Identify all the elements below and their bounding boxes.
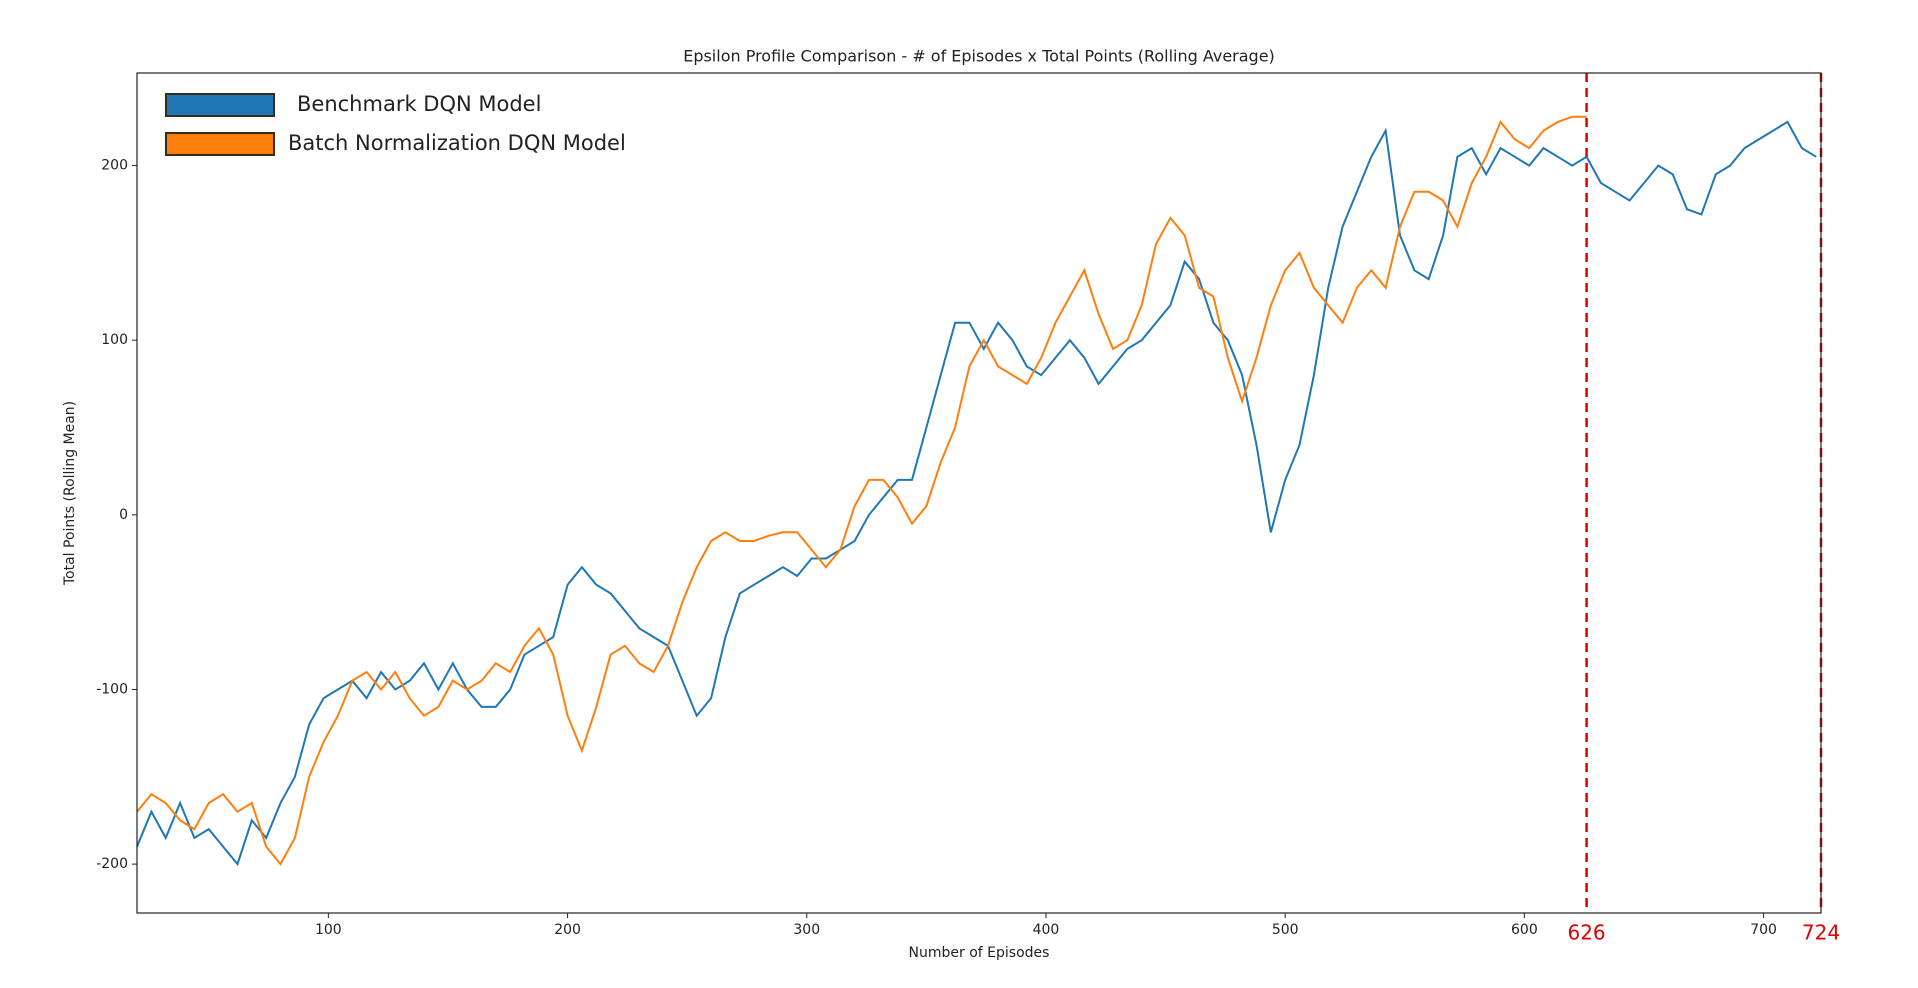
x-tick-label: 600 — [1511, 922, 1538, 938]
legend-swatch — [165, 132, 275, 156]
y-axis-label: Total Points (Rolling Mean) — [62, 401, 78, 586]
legend-swatch — [165, 93, 275, 117]
x-axis-label: Number of Episodes — [909, 945, 1050, 961]
y-tick-label: -100 — [96, 681, 128, 697]
x-tick-label: 300 — [793, 922, 820, 938]
x-tick-label: 700 — [1750, 922, 1777, 938]
x-tick-label: 400 — [1033, 922, 1060, 938]
chart-title: Epsilon Profile Comparison - # of Episod… — [683, 47, 1275, 66]
y-tick-label: 0 — [119, 507, 128, 523]
x-tick-label: 200 — [554, 922, 581, 938]
marker-label: 626 — [1567, 921, 1605, 945]
series-line — [136, 120, 1817, 867]
y-tick-label: 200 — [101, 158, 128, 174]
y-tick-label: 100 — [101, 332, 128, 348]
series-line — [136, 115, 1587, 866]
y-tick-label: -200 — [96, 856, 128, 872]
plot-frame — [136, 72, 1822, 914]
legend-label: Batch Normalization DQN Model — [288, 131, 626, 155]
legend-label: Benchmark DQN Model — [297, 92, 541, 116]
marker-label: 724 — [1802, 921, 1840, 945]
x-tick-label: 500 — [1272, 922, 1299, 938]
x-tick-label: 100 — [315, 922, 342, 938]
